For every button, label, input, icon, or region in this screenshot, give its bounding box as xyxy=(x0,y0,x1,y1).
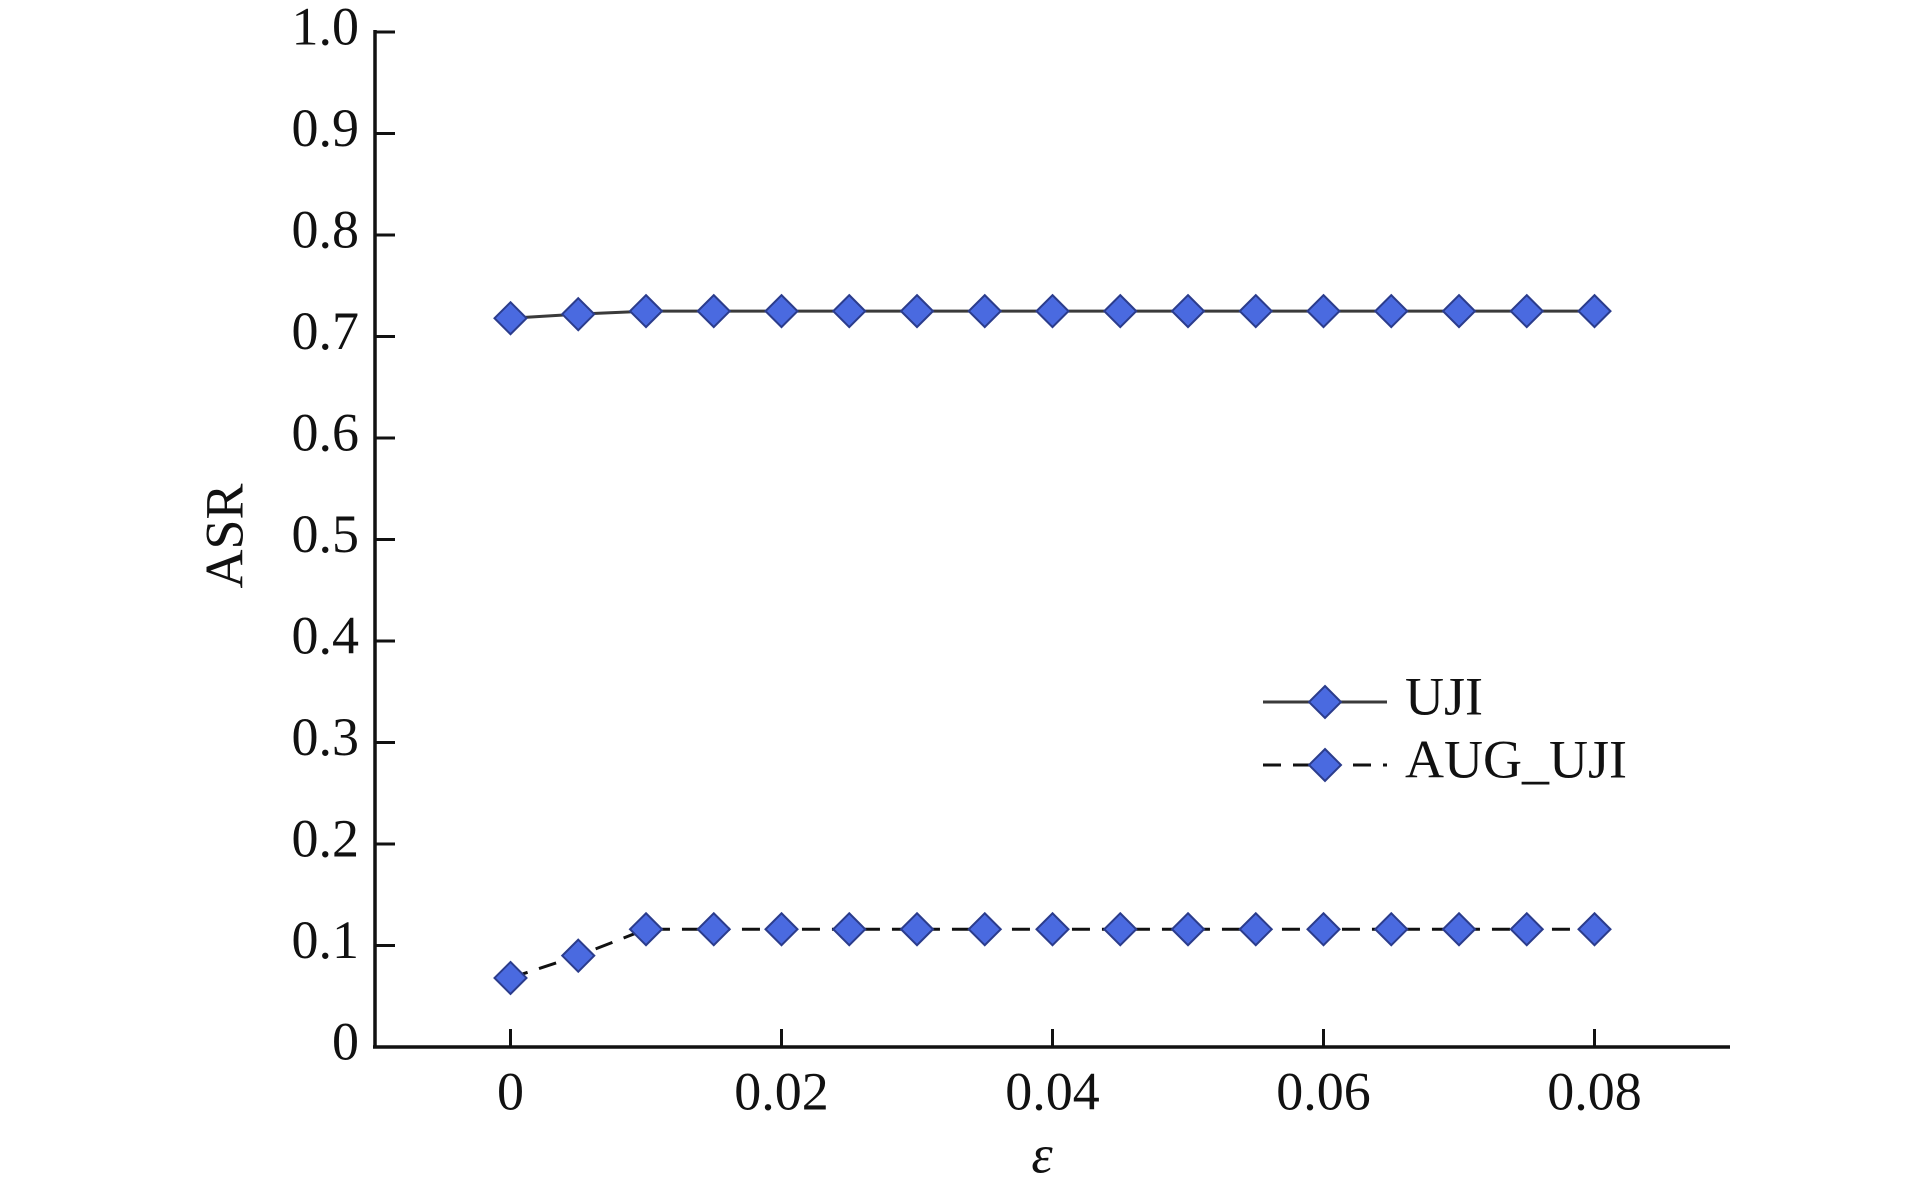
legend-marker xyxy=(1307,684,1343,720)
data-point xyxy=(967,911,1003,947)
data-point xyxy=(1441,911,1477,947)
y-tick-label: 0.9 xyxy=(292,98,360,158)
data-point xyxy=(560,938,596,974)
data-point xyxy=(1509,911,1545,947)
y-tick-label: 1.0 xyxy=(292,0,360,56)
data-point xyxy=(1509,293,1545,329)
y-tick-label: 0 xyxy=(332,1011,359,1071)
data-point xyxy=(628,911,664,947)
legend-label: UJI xyxy=(1405,666,1483,726)
data-point xyxy=(831,293,867,329)
y-tick-label: 0.2 xyxy=(292,808,360,868)
y-tick-label: 0.7 xyxy=(292,301,360,361)
data-point xyxy=(899,293,935,329)
x-axis-label: ε xyxy=(1031,1124,1053,1181)
data-point xyxy=(831,911,867,947)
data-point xyxy=(1577,293,1612,329)
legend-label: AUG_UJI xyxy=(1405,729,1627,789)
y-tick-label: 0.5 xyxy=(292,504,360,564)
x-tick-label: 0.06 xyxy=(1276,1061,1371,1121)
data-point xyxy=(1170,293,1206,329)
data-point xyxy=(696,293,732,329)
y-tick-label: 0.3 xyxy=(292,707,360,767)
data-point xyxy=(764,293,799,329)
data-point xyxy=(696,911,732,947)
y-tick-label: 0.6 xyxy=(292,402,360,462)
data-point xyxy=(899,911,935,947)
data-point xyxy=(1035,293,1070,329)
x-tick-label: 0 xyxy=(497,1061,524,1121)
data-point xyxy=(493,960,528,996)
x-tick-label: 0.02 xyxy=(734,1061,829,1121)
data-point xyxy=(1238,293,1274,329)
data-point xyxy=(628,293,664,329)
data-point xyxy=(1102,911,1138,947)
x-tick-label: 0.08 xyxy=(1547,1061,1642,1121)
data-point xyxy=(1373,293,1409,329)
data-point xyxy=(764,911,799,947)
data-point xyxy=(967,293,1003,329)
legend-marker xyxy=(1307,747,1343,783)
data-point xyxy=(493,300,528,336)
y-tick-label: 0.4 xyxy=(292,605,360,665)
data-point xyxy=(1238,911,1274,947)
y-tick-label: 0.1 xyxy=(292,910,360,970)
data-point xyxy=(1577,911,1612,947)
data-point xyxy=(1373,911,1409,947)
data-point xyxy=(1170,911,1206,947)
data-point xyxy=(1102,293,1138,329)
y-tick-label: 0.8 xyxy=(292,199,360,259)
data-point xyxy=(1035,911,1070,947)
data-point xyxy=(560,296,596,332)
data-point xyxy=(1306,293,1341,329)
x-tick-label: 0.04 xyxy=(1005,1061,1100,1121)
y-axis-label: ASR xyxy=(194,483,254,588)
data-point xyxy=(1441,293,1477,329)
data-point xyxy=(1306,911,1341,947)
